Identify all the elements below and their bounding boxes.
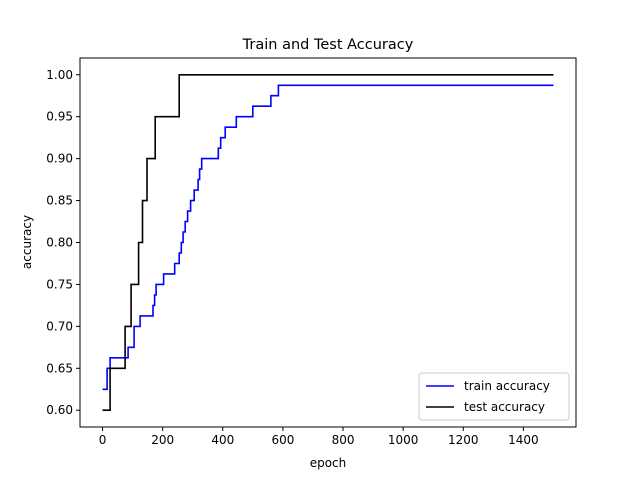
y-axis-label: accuracy (20, 215, 34, 269)
x-tick-label: 1000 (388, 433, 419, 447)
series-line-train-accuracy (102, 84, 554, 391)
axes-frame (79, 57, 577, 428)
chart-title: Train and Test Accuracy (242, 37, 414, 53)
axis-ticks: 0 200 400 600 800 1000 1200 1400 0.60 0.65 0.70 0.7… (46, 68, 538, 447)
y-tick-label: 0.60 (46, 403, 73, 417)
plot-area (102, 74, 554, 411)
x-tick-label: 1400 (508, 433, 539, 447)
y-tick-label: 0.70 (46, 319, 73, 333)
y-tick-label: 0.90 (46, 152, 73, 166)
y-tick-label: 0.80 (46, 236, 73, 250)
x-tick-label: 1200 (448, 433, 479, 447)
y-tick-label: 0.85 (46, 194, 73, 208)
x-tick-label: 400 (211, 433, 234, 447)
x-axis-label: epoch (310, 456, 347, 470)
y-tick-label: 0.95 (46, 110, 73, 124)
y-tick-label: 0.65 (46, 361, 73, 375)
x-tick-label: 600 (271, 433, 294, 447)
legend-label: train accuracy (464, 379, 550, 393)
x-tick-label: 0 (99, 433, 107, 447)
y-tick-label: 0.75 (46, 277, 73, 291)
legend: train accuracy test accuracy (418, 372, 570, 421)
series-line-test-accuracy (102, 74, 554, 411)
x-tick-label: 200 (151, 433, 174, 447)
legend-box (418, 372, 570, 421)
legend-label: test accuracy (464, 400, 545, 414)
x-tick-label: 800 (332, 433, 355, 447)
y-tick-label: 1.00 (46, 68, 73, 82)
